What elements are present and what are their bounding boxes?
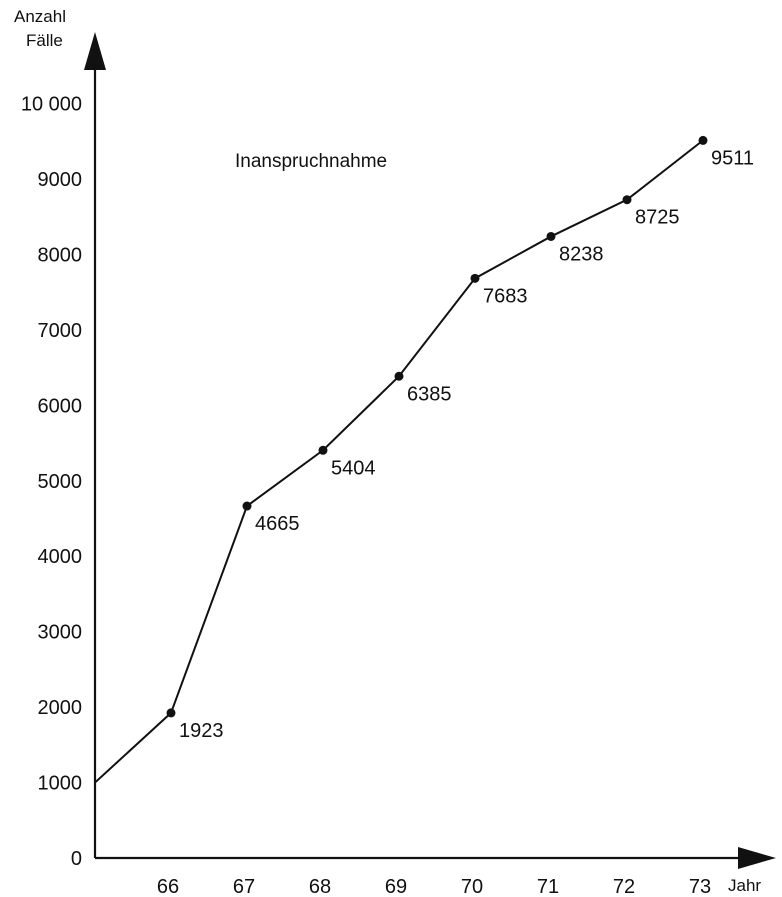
data-point xyxy=(698,135,708,145)
data-point xyxy=(166,708,176,718)
data-label: 7683 xyxy=(483,285,528,307)
data-label: 6385 xyxy=(407,383,452,405)
data-point xyxy=(318,445,328,455)
y-tick-label: 4000 xyxy=(38,546,83,568)
y-tick-labels: 0 1000 2000 3000 4000 5000 6000 7000 8000 9000 10 … xyxy=(21,94,82,871)
data-point xyxy=(546,231,556,241)
data-label: 9511 xyxy=(711,147,754,169)
data-label: 8238 xyxy=(559,243,604,265)
x-tick-label: 69 xyxy=(385,876,407,897)
y-tick-label: 3000 xyxy=(38,622,83,644)
axes xyxy=(84,32,776,869)
y-tick-label: 5000 xyxy=(38,471,83,493)
y-tick-label: 0 xyxy=(71,848,82,870)
series-annotation: Inanspruchnahme xyxy=(235,151,387,172)
data-point xyxy=(470,273,480,283)
y-axis-label-line2: Fälle xyxy=(26,31,63,50)
data-point xyxy=(242,501,252,511)
y-tick-label: 8000 xyxy=(38,244,83,266)
x-tick-label: 72 xyxy=(613,876,635,897)
x-tick-labels: 66 67 68 69 70 71 72 73 xyxy=(157,876,711,897)
data-label: 8725 xyxy=(635,207,680,229)
data-label: 4665 xyxy=(255,513,300,535)
y-tick-label: 7000 xyxy=(38,320,83,342)
data-label: 5404 xyxy=(331,457,376,479)
series-line xyxy=(94,139,704,784)
x-tick-label: 70 xyxy=(461,876,483,897)
y-tick-label: 2000 xyxy=(38,697,83,719)
data-point xyxy=(394,371,404,381)
y-tick-label: 1000 xyxy=(38,773,83,795)
x-axis-arrow-icon xyxy=(738,847,776,869)
y-axis-label-line1: Anzahl xyxy=(14,7,66,26)
x-tick-label: 71 xyxy=(537,876,559,897)
x-tick-label: 68 xyxy=(309,876,331,897)
x-tick-label: 73 xyxy=(689,876,711,897)
x-tick-label: 66 xyxy=(157,876,179,897)
data-labels: 1923 4665 5404 6385 7683 8238 8725 9511 xyxy=(179,147,754,742)
x-tick-label: 67 xyxy=(233,876,255,897)
y-tick-label: 6000 xyxy=(38,395,83,417)
data-point xyxy=(622,195,632,205)
y-tick-label: 9000 xyxy=(38,169,83,191)
data-label: 1923 xyxy=(179,720,224,742)
y-tick-label: 10 000 xyxy=(21,94,82,116)
x-axis-label: Jahr xyxy=(728,876,761,895)
data-points xyxy=(166,135,708,718)
y-axis-arrow-icon xyxy=(84,32,106,70)
